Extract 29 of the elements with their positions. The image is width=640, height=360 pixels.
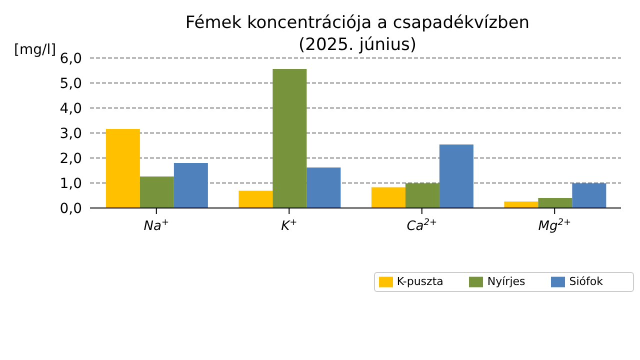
bar (439, 144, 474, 208)
y-tick-label: 3,0 (60, 126, 82, 142)
bar (572, 183, 606, 208)
y-tick-label: 0,0 (60, 200, 82, 217)
bar (140, 176, 174, 208)
bar (538, 198, 572, 208)
legend-label: K-puszta (396, 275, 444, 288)
y-axis-title: [mg/l] (14, 42, 56, 58)
y-tick-label: 5,0 (60, 76, 82, 92)
x-tick-label: Ca$^{2+}$ (406, 218, 438, 234)
chart-subtitle: (2025. június) (298, 34, 418, 56)
bar (272, 69, 307, 208)
y-tick-label: 2,0 (60, 150, 82, 167)
legend-label: Nyírjes (487, 275, 526, 288)
x-tick-label: K$^{+}$ (281, 218, 298, 234)
bar (306, 168, 341, 208)
y-tick-label: 4,0 (60, 100, 82, 117)
bar (174, 163, 208, 208)
bar (106, 129, 140, 208)
chart-title: Fémek koncentrációja a csapadékvízben (184, 12, 531, 34)
bar (238, 190, 273, 208)
legend-label: Siófok (569, 275, 603, 288)
x-tick-label: Na$^{+}$ (144, 218, 169, 234)
bar (371, 187, 406, 208)
y-tick-label: 1,0 (60, 176, 82, 192)
y-tick-label: 6,0 (60, 50, 82, 67)
x-tick-label: Mg$^{2+}$ (538, 218, 571, 234)
bar (405, 183, 440, 208)
bar (504, 202, 538, 208)
